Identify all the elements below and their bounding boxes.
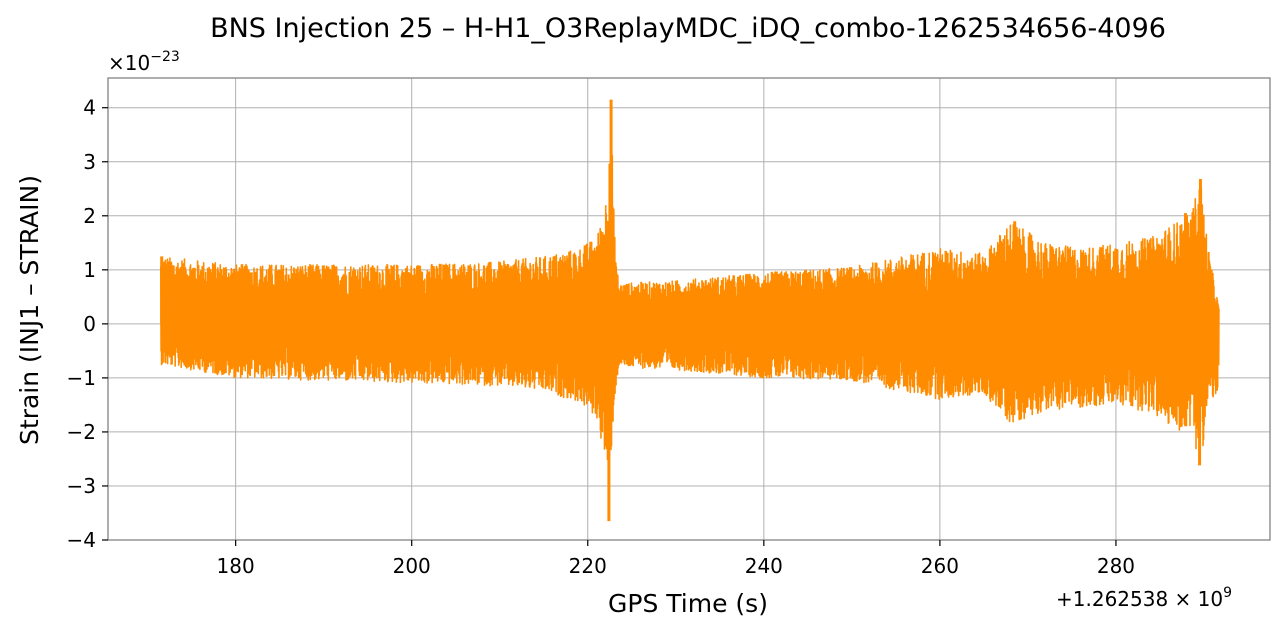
chart-title: BNS Injection 25 – H-H1_O3ReplayMDC_iDQ_… bbox=[210, 13, 1166, 44]
y-scale-multiplier: ×10−23 bbox=[108, 49, 180, 75]
x-tick-label: 240 bbox=[745, 554, 783, 578]
y-tick-label: −2 bbox=[67, 420, 96, 444]
y-tick-label: −4 bbox=[67, 528, 96, 552]
strain-signal bbox=[160, 99, 1220, 522]
x-tick-label: 260 bbox=[921, 554, 959, 578]
x-axis-offset: +1.262538 × 109 bbox=[1056, 585, 1232, 611]
y-tick-label: −1 bbox=[67, 366, 96, 390]
plot-frame bbox=[107, 77, 1271, 541]
x-tick-label: 200 bbox=[393, 554, 431, 578]
strain-trace bbox=[160, 108, 1220, 485]
y-tick-label: 2 bbox=[83, 204, 96, 228]
x-tick-label: 180 bbox=[217, 554, 255, 578]
y-tick-label: 0 bbox=[83, 312, 96, 336]
y-tick-label: 4 bbox=[83, 96, 96, 120]
y-axis-label: Strain (INJ1 – STRAIN) bbox=[15, 175, 44, 445]
x-axis-label: GPS Time (s) bbox=[608, 589, 768, 618]
x-tick-label: 280 bbox=[1097, 554, 1135, 578]
y-tick-label: 1 bbox=[83, 258, 96, 282]
x-axis-ticks: 180 200 220 240 260 280 bbox=[217, 540, 1135, 578]
x-tick-label: 220 bbox=[569, 554, 607, 578]
y-tick-label: 3 bbox=[83, 150, 96, 174]
y-axis-ticks: −4 −3 −2 −1 0 1 2 3 4 bbox=[67, 96, 108, 552]
y-tick-label: −3 bbox=[67, 474, 96, 498]
